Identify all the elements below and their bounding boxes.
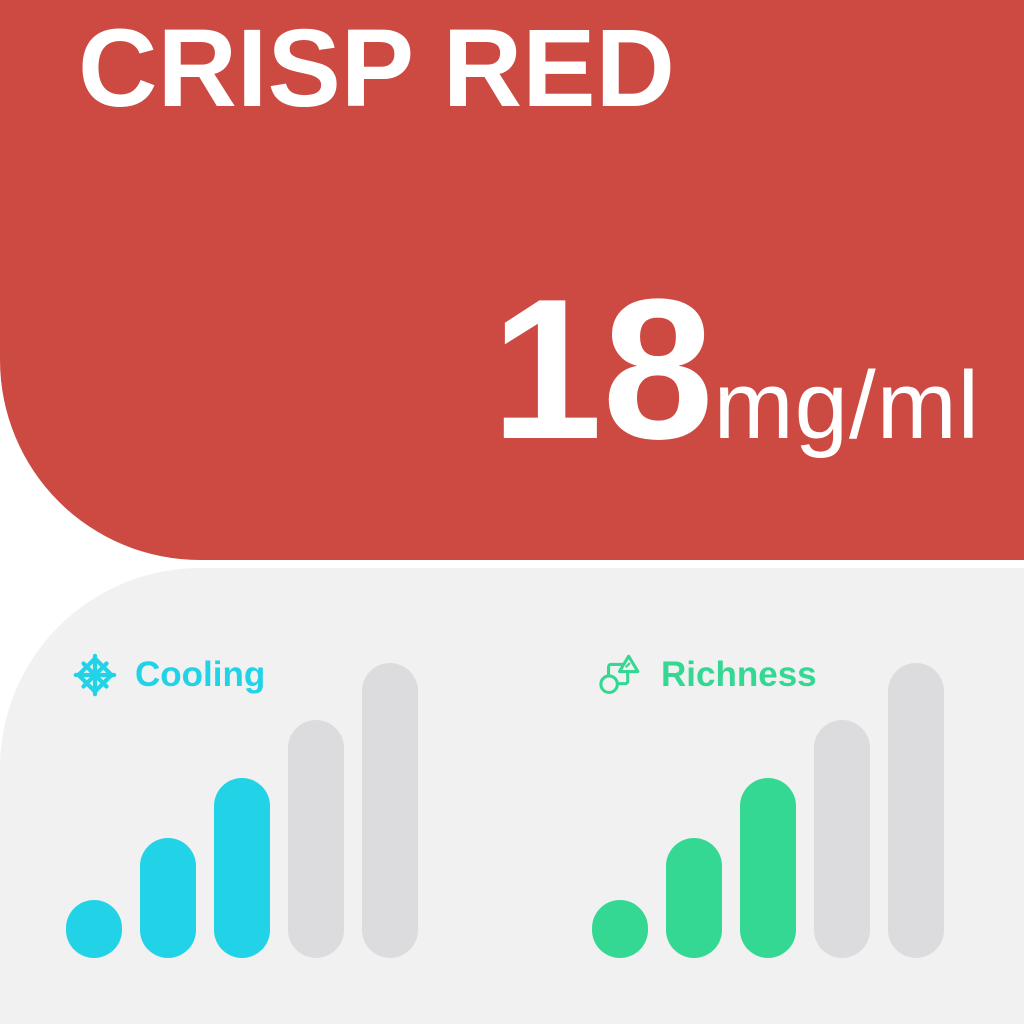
level-bar-active	[740, 778, 796, 958]
trait-cooling-label: Cooling	[72, 652, 265, 698]
trait-richness: Richness	[592, 568, 962, 1024]
strength-value: 18	[491, 258, 714, 481]
level-bar-active	[666, 838, 722, 958]
richness-level-bars	[592, 663, 944, 958]
level-bar-inactive	[362, 663, 418, 958]
level-bar-active	[214, 778, 270, 958]
trait-cooling: Cooling	[66, 568, 436, 1024]
product-title: CRISP RED	[78, 7, 675, 130]
level-bar-active	[66, 900, 122, 958]
snowflake-icon	[72, 652, 118, 698]
level-bar-active	[592, 900, 648, 958]
traits-panel: Cooling Richness	[0, 568, 1024, 1024]
level-bar-inactive	[814, 720, 870, 958]
level-bar-inactive	[888, 663, 944, 958]
cooling-level-bars	[66, 663, 418, 958]
nicotine-strength: 18 mg/ml	[491, 270, 980, 470]
hero-banner: CRISP RED 18 mg/ml	[0, 0, 1024, 560]
shapes-icon	[598, 652, 644, 698]
strength-unit: mg/ml	[713, 352, 980, 459]
level-bar-inactive	[288, 720, 344, 958]
trait-richness-label: Richness	[598, 652, 817, 698]
trait-name: Richness	[661, 655, 817, 694]
trait-name: Cooling	[135, 655, 266, 694]
level-bar-active	[140, 838, 196, 958]
